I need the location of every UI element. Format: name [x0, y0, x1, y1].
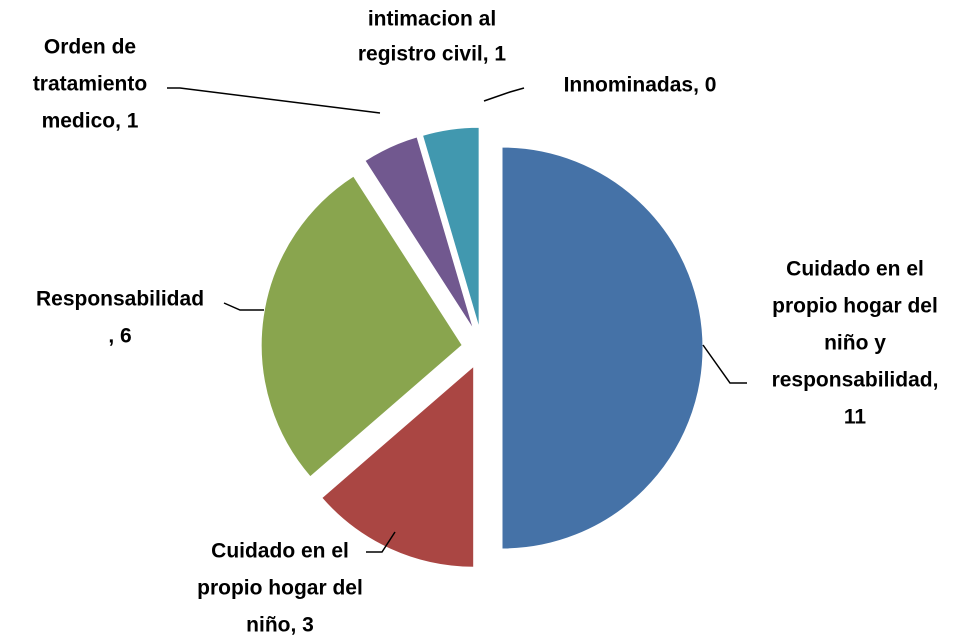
- data-label: registro civil, 1: [358, 43, 507, 66]
- data-label: responsabilidad,: [772, 369, 939, 392]
- leader-line: [223, 302, 264, 311]
- leader-line: [483, 87, 525, 102]
- pie-slice: [501, 146, 704, 550]
- data-label: propio hogar del: [197, 577, 363, 600]
- data-label: Innominadas, 0: [564, 74, 717, 97]
- pie-slice: [321, 365, 475, 568]
- pie: [260, 126, 704, 568]
- data-label: medico, 1: [42, 110, 139, 133]
- data-label: Responsabilidad: [36, 288, 204, 311]
- data-label: propio hogar del: [772, 295, 938, 318]
- data-label: intimacion al: [368, 8, 496, 31]
- leader-line: [366, 531, 396, 553]
- pie-slice: [421, 126, 480, 329]
- leader-line: [167, 87, 381, 114]
- data-label: Cuidado en el: [211, 540, 349, 563]
- data-label: niño, 3: [246, 614, 314, 637]
- data-label: , 6: [108, 325, 131, 348]
- data-label: tratamiento: [33, 73, 147, 96]
- pie-slice: [260, 175, 463, 478]
- leader-line: [702, 344, 747, 384]
- data-label: Orden de: [44, 36, 136, 59]
- data-label: 11: [844, 406, 867, 429]
- data-label: Cuidado en el: [786, 258, 924, 281]
- pie-slice: [364, 136, 475, 331]
- data-label: niño y: [824, 332, 886, 355]
